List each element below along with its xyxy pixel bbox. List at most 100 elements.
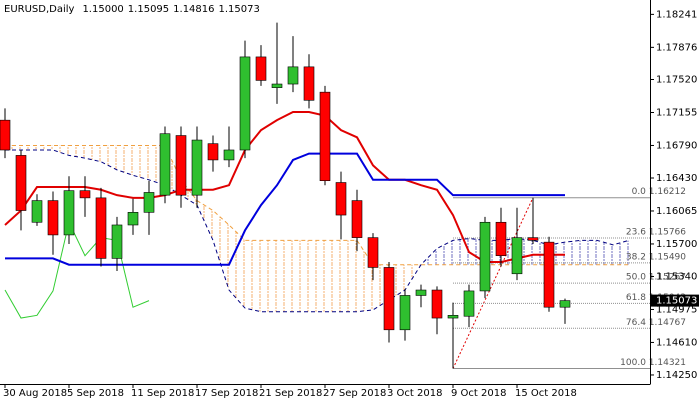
- x-tick-label: 9 Oct 2018: [451, 388, 506, 399]
- cloud-fill: [613, 240, 629, 265]
- y-tick-label: 1.15700: [656, 239, 697, 250]
- y-tick-label: 1.16790: [656, 140, 697, 151]
- candle-body: [351, 200, 363, 238]
- candle-body: [287, 66, 299, 85]
- current-price-label: 1.15073: [656, 296, 697, 307]
- cloud-fill: [37, 145, 53, 150]
- indicator-line: [5, 152, 565, 266]
- candle-body: [239, 56, 251, 151]
- candle-body: [527, 237, 539, 241]
- fib-level-label: 50.0 1.15267: [626, 273, 686, 283]
- candle-body: [399, 295, 411, 331]
- candle-body: [47, 200, 59, 236]
- cloud-fill: [213, 210, 229, 291]
- x-tick-label: 3 Oct 2018: [387, 388, 442, 399]
- x-tick-label: 5 Sep 2018: [67, 388, 124, 399]
- cloud-fill: [597, 240, 613, 265]
- cloud-span-a: [5, 144, 629, 266]
- cloud-fill: [261, 240, 277, 312]
- candle-body: [79, 190, 91, 199]
- cloud-fill: [453, 238, 469, 265]
- candle-body: [143, 192, 155, 213]
- candle-body: [431, 289, 443, 319]
- fib-level-label: 38.2 1.15490: [626, 252, 686, 262]
- candle-body: [63, 190, 75, 236]
- fib-trend-line: [452, 197, 534, 369]
- y-tick-label: 1.17876: [656, 42, 697, 53]
- y-tick-label: 1.17520: [656, 75, 697, 86]
- low-label: 1.14816: [173, 4, 214, 15]
- cloud-fill: [101, 145, 117, 170]
- cloud-fill: [133, 145, 149, 180]
- cloud-fill: [245, 240, 261, 312]
- cloud-fill: [357, 240, 373, 312]
- cloud-fill: [277, 240, 293, 312]
- cloud-fill: [85, 145, 101, 162]
- candle-body: [159, 133, 171, 196]
- y-tick-label: 1.14975: [656, 304, 697, 315]
- symbol: EURUSD,Daily: [4, 4, 75, 15]
- x-tick-label: 27 Sep 2018: [323, 388, 386, 399]
- candle-body: [367, 237, 379, 268]
- y-tick-label: 1.14610: [656, 337, 697, 348]
- candle-body: [383, 267, 395, 331]
- cloud-fill: [565, 240, 581, 265]
- fib-level-label: 76.4 1.14767: [626, 318, 686, 328]
- candle-body: [335, 182, 347, 216]
- candle-body: [31, 200, 43, 223]
- x-tick-label: 15 Oct 2018: [515, 388, 577, 399]
- cloud-fill: [341, 240, 357, 312]
- candle-body: [415, 289, 427, 296]
- y-tick-label: 1.17155: [656, 107, 697, 118]
- candle-body: [191, 139, 203, 196]
- candle-body: [319, 91, 331, 182]
- candle-body: [303, 66, 315, 101]
- cloud-fill: [53, 145, 69, 156]
- indicator-line: [4, 220, 150, 319]
- candle-body: [127, 212, 139, 226]
- cloud-span-b: [5, 149, 630, 313]
- candle-body: [543, 241, 555, 308]
- cloud-fill: [325, 240, 341, 312]
- high-label: 1.15095: [128, 4, 169, 15]
- current-price-box: [651, 294, 699, 307]
- fib-level-label: 0.0 1.16212: [632, 187, 686, 197]
- candle-body: [111, 224, 123, 259]
- cloud-fill: [69, 145, 85, 159]
- candle-body: [463, 290, 475, 317]
- y-tick-label: 1.16430: [656, 173, 697, 184]
- cloud-fill: [309, 240, 325, 312]
- x-tick-label: 30 Aug 2018: [3, 388, 67, 399]
- candle-body: [447, 315, 459, 319]
- cloud-fill: [229, 224, 245, 309]
- candle-body: [559, 300, 571, 308]
- y-tick-label: 1.16065: [656, 206, 697, 217]
- x-tick-label: 17 Sep 2018: [195, 388, 258, 399]
- candle-body: [479, 221, 491, 292]
- candle-body: [255, 56, 267, 81]
- open-label: 1.15000: [82, 4, 123, 15]
- candle-body: [175, 135, 187, 196]
- candle-body: [0, 119, 11, 151]
- fib-level-label: 23.6 1.15766: [626, 227, 686, 237]
- candle-body: [95, 197, 107, 259]
- indicator-line: [4, 111, 565, 264]
- candle-body: [511, 237, 523, 275]
- close-label: 1.15073: [219, 4, 260, 15]
- candle-body: [271, 83, 283, 88]
- cloud-fill: [581, 240, 597, 265]
- candle-body: [15, 155, 27, 211]
- cloud-fill: [117, 145, 133, 176]
- candle-body: [223, 149, 235, 161]
- cloud-fill: [293, 240, 309, 312]
- y-tick-label: 1.14250: [656, 370, 697, 381]
- y-tick-label: 1.18241: [656, 9, 697, 20]
- plot-area: [0, 22, 650, 370]
- chart-header: EURUSD,Daily 1.15000 1.15095 1.14816 1.15073: [4, 4, 260, 15]
- x-tick-label: 21 Sep 2018: [259, 388, 322, 399]
- x-tick-label: 11 Sep 2018: [131, 388, 194, 399]
- y-tick-label: 1.15340: [656, 271, 697, 282]
- candle-body: [207, 143, 219, 161]
- fib-level-label: 100.0 1.14321: [620, 358, 686, 368]
